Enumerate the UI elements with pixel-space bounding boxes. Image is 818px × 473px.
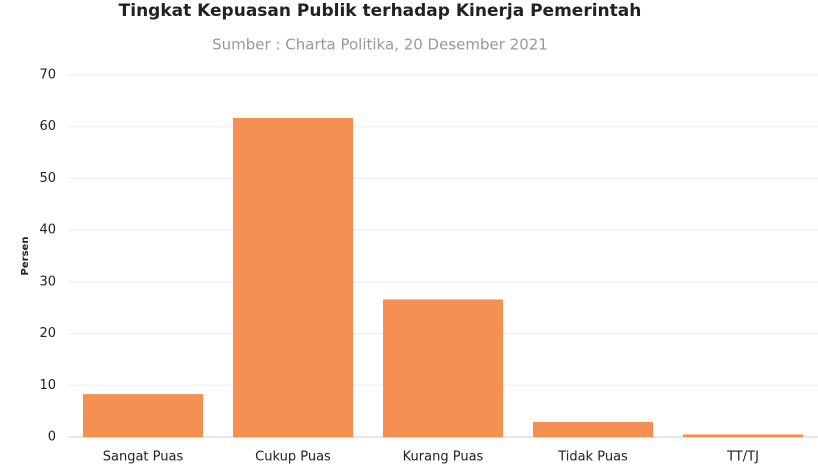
chart-title: Tingkat Kepuasan Publik terhadap Kinerja… <box>119 1 642 21</box>
bar <box>683 434 803 437</box>
x-tick-label: Sangat Puas <box>103 450 184 465</box>
chart-subtitle: Sumber : Charta Politika, 20 Desember 20… <box>212 36 548 54</box>
bar <box>83 394 203 437</box>
x-tick-label: Cukup Puas <box>255 450 331 465</box>
y-tick-label: 40 <box>39 223 56 238</box>
y-tick-label: 10 <box>39 378 56 393</box>
y-tick-label: 0 <box>48 430 56 445</box>
y-tick-label: 50 <box>39 171 56 186</box>
x-tick-label: TT/TJ <box>726 450 759 465</box>
x-tick-label: Tidak Puas <box>557 450 628 465</box>
y-tick-label: 20 <box>39 326 56 341</box>
x-tick-label: Kurang Puas <box>403 450 484 465</box>
y-axis-label: Persen <box>20 237 31 276</box>
bar <box>383 299 503 437</box>
y-tick-label: 30 <box>39 274 56 289</box>
bar <box>533 422 653 437</box>
y-tick-label: 70 <box>39 68 56 83</box>
bar <box>233 117 353 438</box>
y-tick-label: 60 <box>39 119 56 134</box>
